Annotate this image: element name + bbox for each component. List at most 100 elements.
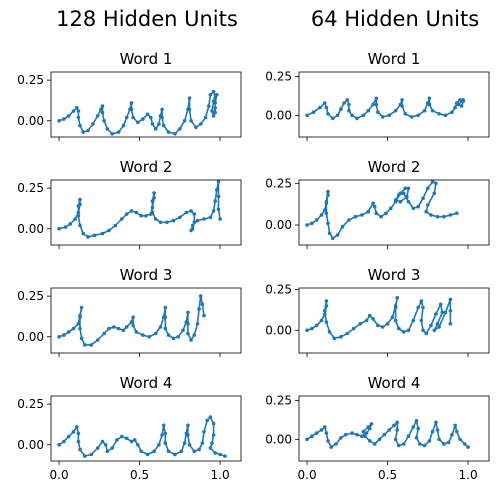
data-point bbox=[76, 210, 81, 215]
data-point bbox=[163, 441, 168, 445]
data-point bbox=[57, 227, 61, 231]
data-point bbox=[105, 449, 110, 454]
data-point bbox=[400, 98, 404, 102]
data-point bbox=[458, 437, 462, 442]
y-tick-label: 0.25 bbox=[265, 283, 292, 297]
data-point bbox=[153, 331, 158, 336]
data-point bbox=[458, 98, 462, 102]
data-point bbox=[145, 112, 150, 117]
data-point bbox=[76, 322, 81, 326]
data-point bbox=[216, 194, 221, 199]
data-point bbox=[350, 431, 354, 435]
data-point bbox=[395, 428, 400, 432]
data-point bbox=[163, 326, 168, 331]
data-point bbox=[211, 209, 216, 213]
data-point bbox=[71, 326, 76, 331]
data-point bbox=[78, 123, 82, 128]
data-point bbox=[421, 328, 425, 333]
data-point bbox=[345, 98, 350, 102]
data-point bbox=[150, 122, 155, 126]
data-point bbox=[197, 307, 201, 311]
data-point bbox=[202, 313, 206, 318]
data-point bbox=[187, 96, 192, 100]
data-point bbox=[161, 423, 166, 428]
data-point bbox=[216, 180, 221, 184]
data-point bbox=[92, 233, 97, 238]
data-point bbox=[374, 211, 379, 216]
data-point bbox=[200, 302, 205, 307]
data-point bbox=[103, 443, 108, 447]
data-point bbox=[376, 323, 380, 328]
subplot-title: Word 4 bbox=[368, 374, 421, 392]
data-point bbox=[323, 425, 327, 429]
data-point bbox=[129, 101, 134, 105]
data-point bbox=[389, 206, 393, 211]
series-trace bbox=[57, 180, 222, 239]
data-point bbox=[215, 188, 219, 192]
data-point bbox=[102, 119, 106, 123]
data-point bbox=[361, 429, 366, 434]
subplot-title: Word 2 bbox=[120, 158, 173, 176]
data-point bbox=[324, 304, 329, 308]
data-point bbox=[218, 452, 222, 457]
subplot-title: Word 3 bbox=[120, 266, 173, 284]
data-point bbox=[81, 130, 85, 134]
data-point bbox=[426, 186, 430, 191]
data-point bbox=[124, 115, 129, 120]
data-point bbox=[129, 439, 134, 444]
data-point bbox=[374, 96, 379, 101]
data-point bbox=[406, 434, 411, 439]
data-point bbox=[421, 305, 425, 310]
data-point bbox=[324, 199, 329, 204]
data-point bbox=[453, 105, 458, 110]
data-point bbox=[139, 449, 143, 454]
data-point bbox=[186, 322, 190, 326]
data-point bbox=[461, 98, 466, 102]
data-point bbox=[311, 110, 316, 114]
data-point bbox=[213, 451, 217, 455]
data-point bbox=[424, 331, 429, 336]
data-point bbox=[437, 325, 441, 329]
data-point bbox=[89, 452, 94, 457]
axes-frame bbox=[50, 71, 242, 138]
data-point bbox=[411, 318, 416, 323]
data-point bbox=[429, 323, 433, 328]
data-point bbox=[351, 326, 356, 331]
data-point bbox=[190, 223, 195, 228]
data-point bbox=[326, 193, 330, 197]
data-point bbox=[393, 318, 398, 323]
data-point bbox=[129, 320, 134, 324]
data-point bbox=[314, 431, 319, 435]
data-point bbox=[120, 217, 124, 221]
data-point bbox=[210, 441, 214, 445]
data-point bbox=[62, 117, 66, 121]
data-point bbox=[448, 322, 453, 326]
data-point bbox=[347, 102, 351, 107]
data-point bbox=[120, 434, 124, 439]
data-point bbox=[213, 101, 217, 105]
data-point bbox=[95, 446, 100, 450]
data-point bbox=[393, 305, 398, 310]
data-point bbox=[387, 428, 392, 432]
data-point bbox=[323, 208, 327, 212]
y-tick-label: 0.25 bbox=[17, 73, 44, 87]
y-tick-label: 0.25 bbox=[265, 394, 292, 408]
data-point bbox=[380, 115, 385, 119]
axes-frame bbox=[50, 287, 242, 354]
data-point bbox=[165, 220, 169, 225]
data-point bbox=[366, 425, 371, 429]
data-point bbox=[421, 196, 425, 201]
data-point bbox=[414, 419, 419, 423]
data-point bbox=[314, 323, 319, 328]
y-tick-label: 0.00 bbox=[265, 218, 292, 232]
y-tick-label: 0.00 bbox=[17, 222, 44, 236]
data-point bbox=[429, 213, 433, 217]
data-point bbox=[181, 328, 185, 333]
data-point bbox=[430, 108, 435, 113]
data-point bbox=[147, 335, 151, 339]
data-point bbox=[437, 437, 441, 442]
data-point bbox=[326, 112, 330, 116]
data-point bbox=[208, 446, 213, 450]
data-point bbox=[380, 325, 385, 329]
